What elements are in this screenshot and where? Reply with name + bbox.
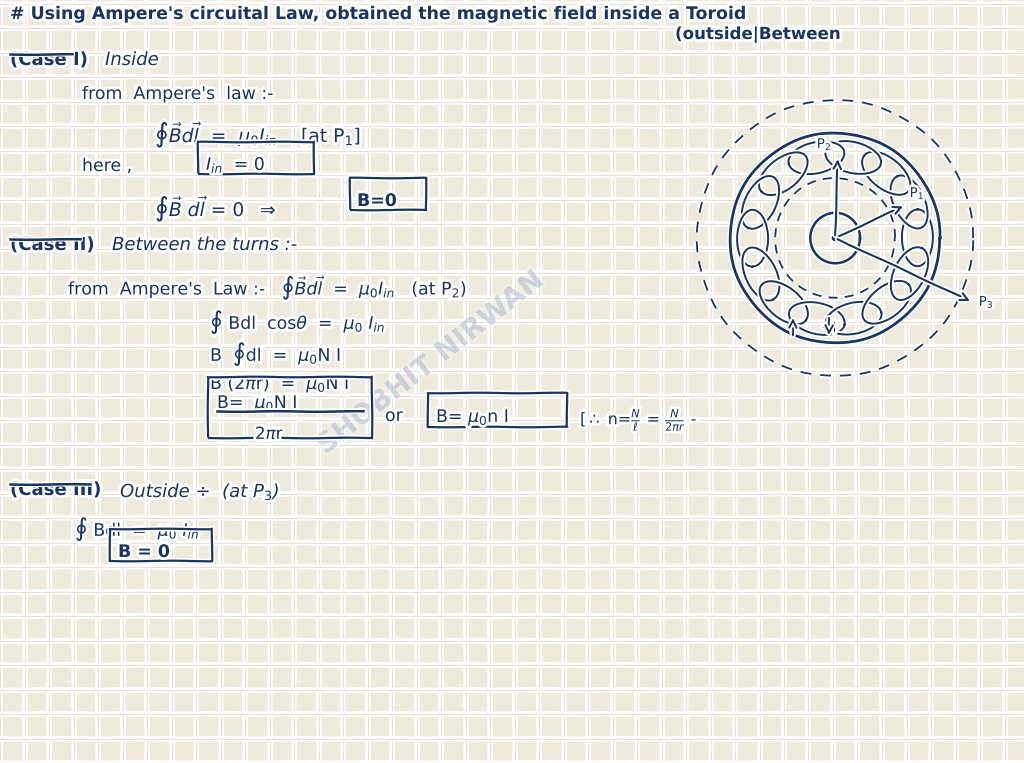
Text: Between the turns :-: Between the turns :- xyxy=(112,236,297,254)
Text: (outside|Between: (outside|Between xyxy=(675,25,841,43)
Text: from  Ampere's  Law :-   $\oint\vec{B}d\vec{l}$  =  $\mu_0 I_{in}$   (at P$_2$): from Ampere's Law :- $\oint\vec{B}d\vec{… xyxy=(68,273,468,301)
Text: (Case III): (Case III) xyxy=(10,481,100,499)
Text: [$\therefore$ n=$\frac{N}{\ell}$ = $\frac{N}{2\pi r}$ -: [$\therefore$ n=$\frac{N}{\ell}$ = $\fra… xyxy=(580,407,697,433)
Text: Outside $\div$  (at P$_3$): Outside $\div$ (at P$_3$) xyxy=(120,481,280,502)
Text: B (2$\pi$r)  =  $\mu_0$N I: B (2$\pi$r) = $\mu_0$N I xyxy=(210,373,349,395)
Text: (Case I): (Case I) xyxy=(10,51,87,69)
Text: $I_{in}$  = 0: $I_{in}$ = 0 xyxy=(206,155,265,175)
Text: B= $\mu_0$n I: B= $\mu_0$n I xyxy=(436,407,509,428)
Text: Inside: Inside xyxy=(105,51,159,69)
Text: B=0: B=0 xyxy=(357,192,397,210)
Text: P$_3$: P$_3$ xyxy=(979,295,994,310)
Text: from  Ampere's  law :-: from Ampere's law :- xyxy=(82,85,274,103)
Text: 2$\pi$r: 2$\pi$r xyxy=(255,425,285,443)
Text: P$_2$: P$_2$ xyxy=(817,137,831,152)
Text: $\oint$ Bdl  =  $\mu_0$ $I_{in}$: $\oint$ Bdl = $\mu_0$ $I_{in}$ xyxy=(75,516,200,543)
Text: or: or xyxy=(385,407,403,425)
Text: here ,: here , xyxy=(82,157,133,175)
Text: B = 0: B = 0 xyxy=(118,543,170,561)
Text: B=  $\mu_0$N I: B= $\mu_0$N I xyxy=(217,393,298,414)
Text: P$_1$: P$_1$ xyxy=(909,186,925,201)
Text: (Case II): (Case II) xyxy=(10,236,94,254)
Text: SHOBHIT NIRWAN: SHOBHIT NIRWAN xyxy=(311,266,548,460)
Text: # Using Ampere's circuital Law, obtained the magnetic field inside a Toroid: # Using Ampere's circuital Law, obtained… xyxy=(10,5,748,23)
Text: $\oint\vec{B}$ $d\vec{l}$ = 0  $\Rightarrow$: $\oint\vec{B}$ $d\vec{l}$ = 0 $\Rightarr… xyxy=(155,193,276,224)
Text: I: I xyxy=(792,321,795,334)
Text: +I: +I xyxy=(821,321,837,334)
Text: $\oint$ Bdl  cos$\theta$  =  $\mu_0$ $I_{in}$: $\oint$ Bdl cos$\theta$ = $\mu_0$ $I_{in… xyxy=(210,309,386,336)
Text: $\oint\vec{B}d\vec{l}$  =  $\mu_0 I_{in}$    [at P$_1$]: $\oint\vec{B}d\vec{l}$ = $\mu_0 I_{in}$ … xyxy=(155,119,361,150)
Text: B  $\oint$dl  =  $\mu_0$N I: B $\oint$dl = $\mu_0$N I xyxy=(210,341,341,368)
